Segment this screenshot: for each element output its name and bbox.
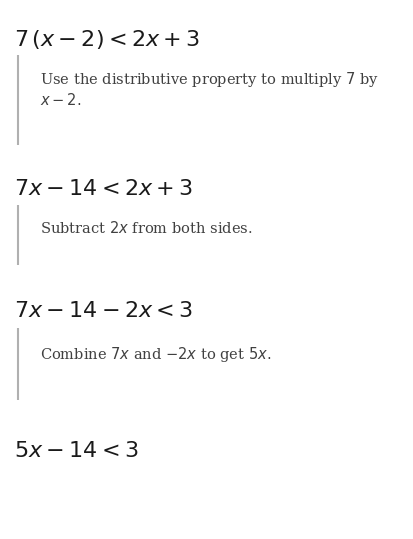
Text: $5x-14<3$: $5x-14<3$ [14, 440, 139, 462]
Text: Subtract $2x$ from both sides.: Subtract $2x$ from both sides. [40, 220, 252, 236]
Text: $7x-14<2x+3$: $7x-14<2x+3$ [14, 178, 193, 200]
Text: Combine $7x$ and $-2x$ to get $5x.$: Combine $7x$ and $-2x$ to get $5x.$ [40, 345, 271, 364]
Text: $x-2.$: $x-2.$ [40, 92, 81, 108]
Text: $7x-14-2x<3$: $7x-14-2x<3$ [14, 300, 193, 322]
Text: Use the distributive property to multiply $7$ by: Use the distributive property to multipl… [40, 70, 379, 89]
Text: $7\,(x-2)<2x+3$: $7\,(x-2)<2x+3$ [14, 28, 200, 51]
